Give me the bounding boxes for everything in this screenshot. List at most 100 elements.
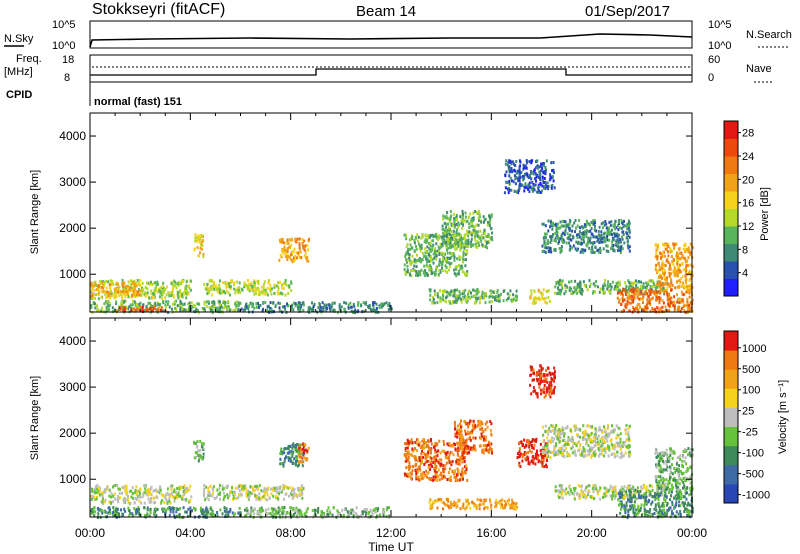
data-cell: [407, 458, 410, 462]
data-cell: [112, 511, 114, 515]
data-cell: [264, 288, 267, 292]
data-cell: [658, 285, 661, 289]
data-cell: [650, 297, 653, 301]
data-cell: [124, 498, 127, 502]
data-cell: [549, 246, 552, 250]
data-cell: [592, 291, 594, 295]
data-cell: [630, 284, 633, 288]
data-cell: [281, 238, 284, 242]
data-cell: [613, 287, 616, 291]
data-cell: [433, 455, 436, 459]
data-cell: [618, 288, 620, 292]
data-cell: [298, 309, 301, 313]
data-cell: [459, 478, 462, 482]
data-cell: [181, 307, 184, 310]
data-cell: [347, 303, 350, 307]
data-cell: [434, 462, 437, 465]
data-cell: [219, 279, 221, 283]
data-cell: [490, 292, 493, 296]
data-cell: [127, 280, 130, 284]
data-cell: [455, 213, 458, 217]
data-cell: [599, 236, 602, 240]
data-cell: [508, 165, 511, 169]
data-cell: [380, 302, 383, 306]
data-cell: [449, 257, 451, 260]
data-cell: [135, 510, 138, 514]
data-cell: [241, 288, 244, 292]
data-cell: [178, 513, 181, 517]
data-cell: [308, 237, 310, 241]
data-cell: [333, 301, 336, 305]
data-cell: [457, 297, 460, 301]
data-cell: [239, 291, 242, 295]
data-cell: [688, 291, 691, 295]
data-cell: [515, 175, 518, 179]
data-cell: [242, 488, 245, 492]
data-cell: [682, 300, 685, 304]
data-cell: [294, 448, 297, 452]
data-cell: [232, 309, 235, 313]
data-cell: [682, 292, 685, 296]
data-cell: [298, 509, 301, 513]
data-cell: [642, 295, 645, 298]
data-cell: [659, 268, 661, 272]
data-cell: [185, 280, 188, 284]
data-cell: [580, 225, 583, 229]
data-cell: [234, 493, 236, 497]
data-cell: [439, 473, 442, 477]
data-cell: [586, 242, 589, 245]
data-cell: [123, 486, 126, 490]
data-cell: [239, 301, 242, 305]
data-cell: [441, 227, 444, 231]
data-cell: [450, 255, 453, 259]
data-cell: [231, 486, 233, 490]
data-cell: [140, 501, 143, 505]
data-cell: [213, 285, 216, 288]
data-cell: [219, 491, 222, 495]
data-cell: [271, 509, 274, 513]
data-cell: [447, 231, 449, 235]
data-cell: [510, 188, 513, 192]
data-cell: [377, 507, 380, 511]
data-cell: [192, 506, 195, 510]
data-cell: [291, 305, 294, 309]
data-cell: [575, 226, 577, 230]
data-cell: [273, 486, 276, 490]
data-cell: [438, 458, 441, 462]
data-cell: [294, 493, 297, 497]
data-cell: [168, 506, 171, 510]
data-cell: [454, 295, 457, 299]
data-cell: [365, 511, 368, 515]
data-cell: [202, 252, 205, 256]
data-cell: [544, 232, 546, 236]
data-cell: [539, 291, 542, 295]
data-cell: [95, 485, 97, 489]
data-cell: [633, 296, 636, 300]
data-cell: [534, 183, 537, 187]
data-cell: [266, 286, 269, 290]
data-cell: [540, 164, 543, 168]
data-cell: [298, 308, 301, 312]
data-cell: [437, 468, 440, 472]
data-cell: [550, 186, 553, 190]
data-cell: [542, 288, 545, 292]
data-cell: [636, 280, 639, 284]
data-cell: [409, 243, 412, 247]
data-cell: [577, 247, 579, 251]
data-cell: [92, 292, 95, 296]
data-cell: [691, 298, 694, 302]
data-cell: [260, 508, 263, 512]
data-cell: [243, 285, 246, 289]
data-cell: [687, 306, 689, 310]
data-cell: [172, 293, 175, 297]
data-cell: [103, 282, 106, 286]
data-cell: [225, 484, 228, 488]
data-cell: [544, 251, 547, 255]
data-cell: [543, 239, 546, 243]
data-cell: [155, 513, 158, 517]
data-cell: [147, 493, 150, 497]
data-cell: [235, 280, 238, 284]
data-cell: [125, 484, 128, 488]
data-cell: [107, 291, 110, 295]
data-cell: [414, 447, 417, 451]
